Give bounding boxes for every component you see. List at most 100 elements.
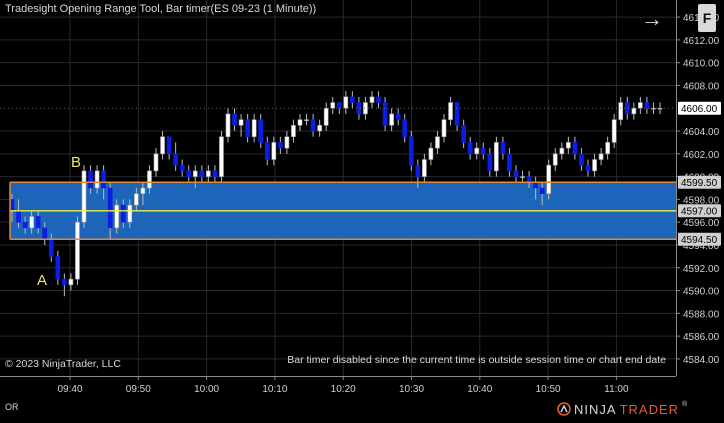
candle-body (140, 187, 146, 194)
candle-body (101, 170, 106, 189)
y-tick-label: 4596.00 (683, 218, 720, 229)
x-tick-label: 10:00 (194, 384, 219, 395)
candle-body (166, 136, 172, 155)
x-tick-label: 10:20 (331, 384, 356, 395)
price-marker-label: 4597.00 (681, 207, 718, 218)
candle-body (350, 96, 355, 103)
candle-body (212, 170, 218, 177)
y-tick-label: 4588.00 (683, 309, 720, 320)
or-label: OR (5, 402, 19, 412)
x-tick-label: 11:00 (604, 384, 629, 395)
candle-body (638, 102, 643, 109)
candle-body (297, 119, 303, 126)
candle-body (42, 227, 48, 240)
x-tick-label: 10:10 (262, 384, 287, 395)
logo-text-trader: TRADER (619, 401, 680, 417)
y-tick-label: 4586.00 (683, 332, 720, 343)
y-tick-label: 4594.00 (683, 241, 720, 252)
candle-body (94, 170, 100, 189)
candle-body (173, 153, 178, 166)
logo-text-ninja: NINJA (574, 401, 617, 417)
x-tick-label: 10:50 (536, 384, 561, 395)
candle-body (546, 164, 552, 194)
candle-body (369, 96, 375, 103)
candle-body (474, 147, 480, 155)
copyright-text: © 2023 NinjaTrader, LLC (5, 358, 121, 370)
candle-body (395, 113, 401, 120)
candle-body (107, 187, 113, 229)
candle-body (376, 96, 381, 103)
candle-body (533, 182, 538, 189)
y-tick-label: 4592.00 (683, 264, 720, 275)
candle-body (192, 170, 198, 177)
candle-body (428, 147, 434, 160)
candle-body (513, 170, 519, 177)
f-button[interactable]: F (698, 4, 716, 32)
candle-body (566, 142, 571, 149)
bar-timer-status: Bar timer disabled since the current tim… (287, 354, 666, 366)
candle-body (520, 176, 525, 178)
candle-body (441, 119, 447, 138)
candle-body (199, 170, 205, 177)
candle-body (186, 170, 192, 177)
chart-title: Tradesight Opening Range Tool, Bar timer… (5, 3, 317, 15)
price-marker-label: 4599.50 (681, 178, 718, 189)
candle-body (304, 119, 309, 121)
candle-body (408, 136, 414, 166)
y-tick-label: 4608.00 (683, 81, 720, 92)
candle-body (55, 256, 61, 280)
y-tick-label: 4584.00 (683, 355, 720, 366)
x-tick-label: 10:30 (399, 384, 424, 395)
y-tick-label: 4604.00 (683, 127, 720, 138)
ninjatrader-logo: NINJA TRADER ® (557, 401, 687, 417)
candle-body (317, 125, 322, 132)
candle-body (232, 113, 237, 126)
y-tick-label: 4598.00 (683, 195, 720, 206)
candle-body (291, 125, 296, 138)
candle-body (415, 164, 421, 177)
candle-body (552, 153, 558, 166)
arrow-right-icon[interactable]: → (641, 6, 663, 31)
candle-body (81, 170, 87, 223)
price-marker (678, 101, 721, 115)
candle-body (310, 119, 316, 132)
candle-body (605, 142, 610, 155)
candle-body (153, 153, 159, 172)
candle-body (251, 119, 257, 138)
candle-body (507, 153, 512, 172)
candle-body (264, 142, 270, 160)
candle-body (572, 142, 578, 155)
candle-body (382, 102, 388, 126)
candle-body (68, 278, 74, 286)
candle-body (147, 170, 152, 189)
candle-body (624, 102, 630, 115)
candle-body (258, 119, 264, 143)
x-tick-label: 09:40 (57, 384, 82, 395)
y-tick-label: 4612.00 (683, 36, 720, 47)
candle-body (35, 216, 41, 229)
candle-body (618, 102, 624, 120)
candle-body (16, 210, 21, 223)
candle-body (480, 147, 486, 155)
candle-body (127, 204, 133, 223)
candle-body (330, 102, 336, 109)
price-marker (678, 175, 721, 189)
candle-body (134, 193, 139, 206)
candle-body (611, 119, 617, 143)
candle-body (271, 142, 277, 160)
y-tick-label: 4610.00 (683, 59, 720, 70)
candle-body (494, 142, 499, 172)
candle-body (539, 187, 545, 194)
candle-body (448, 102, 453, 120)
candle-body (467, 142, 473, 155)
logo-mark-icon (557, 402, 571, 416)
candle-body (219, 136, 224, 177)
candle-body (238, 119, 244, 126)
candle-body (454, 102, 460, 126)
label-b: B (71, 154, 82, 171)
candle-body (631, 107, 637, 115)
candle-body (206, 170, 211, 177)
price-marker-label: 4606.00 (681, 104, 718, 115)
